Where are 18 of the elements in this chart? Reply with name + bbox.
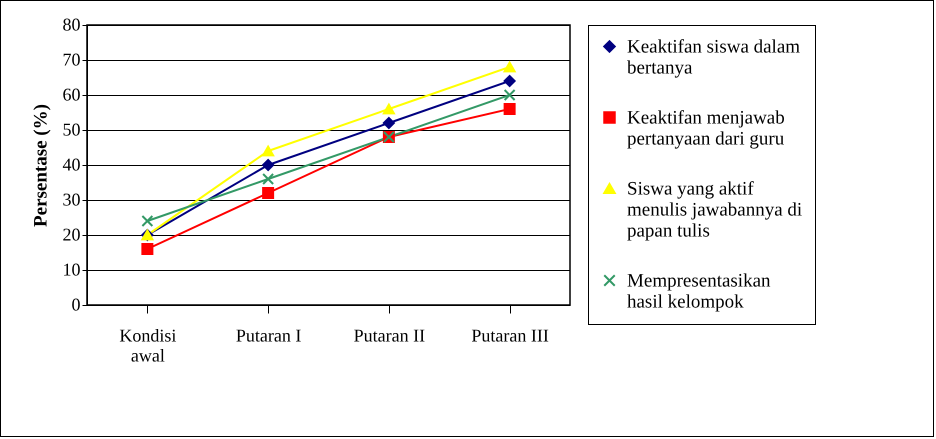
y-tick-label: 40 [62, 154, 80, 174]
x-tick-label: Putaran II [354, 326, 426, 346]
x-tick-label: Putaran III [471, 326, 549, 346]
y-tick-label: 50 [62, 120, 80, 140]
x-tick-label: Putaran I [236, 326, 302, 346]
legend-label: Keaktifan siswa dalam bertanya [627, 36, 800, 78]
y-tick-label: 0 [72, 294, 80, 314]
y-tick-label: 10 [62, 260, 80, 280]
legend-label: Siswa yang aktif menulis jawabannya di papan tulis [627, 178, 802, 242]
y-tick-label: 30 [62, 190, 80, 210]
y-tick-label: 60 [62, 84, 80, 104]
x-tick-label: Kondisi awal [119, 326, 176, 366]
y-tick-label: 20 [62, 224, 80, 244]
y-tick-label: 70 [62, 50, 80, 70]
legend-label: Keaktifan menjawab pertanyaan dari guru [627, 108, 785, 150]
y-tick-label: 80 [62, 14, 80, 34]
y-axis-title: Persentase (%) [30, 104, 52, 227]
legend-label: Mempresentasikan hasil kelompok [627, 270, 772, 312]
